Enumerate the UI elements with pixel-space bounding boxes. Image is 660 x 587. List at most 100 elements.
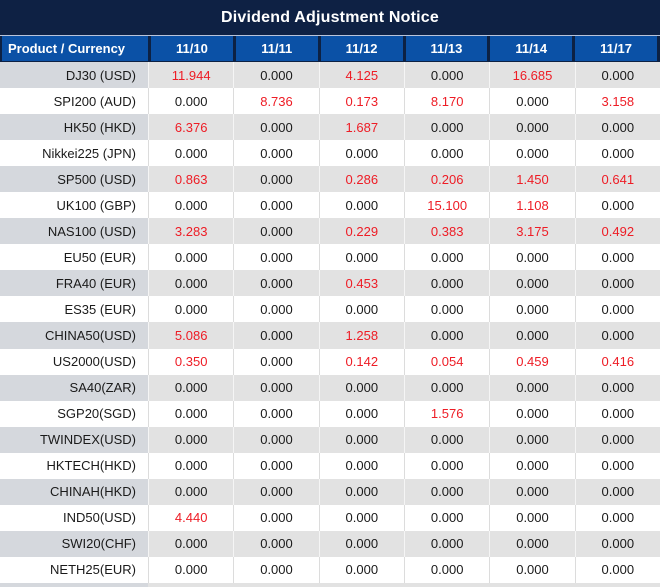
table-row: SP500 (USD) 0.863 0.000 0.286 0.206 1.450 0.64…	[0, 166, 660, 193]
dividend-value-cell: 0.000	[318, 556, 404, 583]
product-cell: SPI200 (AUD)	[0, 88, 148, 115]
dividend-value-cell: 0.000	[318, 374, 404, 401]
product-cell: SGP20(SGD)	[0, 400, 148, 427]
dividend-value-cell: 1.576	[404, 400, 490, 427]
next-row-sliver-values	[148, 582, 660, 587]
dividend-value-cell: 0.000	[574, 478, 660, 505]
dividend-value-cell: 0.641	[574, 166, 660, 193]
dividend-value-cell: 0.000	[489, 400, 575, 427]
dividend-value-cell: 5.086	[148, 322, 234, 349]
next-row-sliver-product	[0, 582, 148, 587]
table-row: CHINA50(USD) 5.086 0.000 1.258 0.000 0.000 0.0…	[0, 322, 660, 349]
date-column-header: 11/11	[235, 36, 318, 61]
dividend-value-cell: 0.000	[489, 296, 575, 323]
table-row: SGP20(SGD) 0.000 0.000 0.000 1.576 0.000 0.000	[0, 400, 660, 427]
product-cell: SWI20(CHF)	[0, 530, 148, 557]
table-row: IND50(USD) 4.440 0.000 0.000 0.000 0.000 0.000	[0, 504, 660, 531]
dividend-value-cell: 0.000	[233, 400, 319, 427]
dividend-value-cell: 0.000	[574, 426, 660, 453]
product-cell: SA40(ZAR)	[0, 374, 148, 401]
product-cell: CHINAH(HKD)	[0, 478, 148, 505]
dividend-value-cell: 0.000	[404, 556, 490, 583]
table-row: SPI200 (AUD) 0.000 8.736 0.173 8.170 0.000 3.1…	[0, 88, 660, 115]
table-row: ES35 (EUR) 0.000 0.000 0.000 0.000 0.000 0.000	[0, 296, 660, 323]
dividend-value-cell: 0.383	[404, 218, 490, 245]
dividend-value-cell: 0.000	[233, 504, 319, 531]
dividend-value-cell: 0.000	[404, 114, 490, 141]
product-cell: IND50(USD)	[0, 504, 148, 531]
dividend-value-cell: 0.000	[489, 478, 575, 505]
dividend-value-cell: 0.000	[404, 374, 490, 401]
dividend-value-cell: 0.000	[404, 270, 490, 297]
dividend-value-cell: 0.000	[148, 296, 234, 323]
dividend-value-cell: 0.000	[148, 556, 234, 583]
dividend-value-cell: 0.000	[233, 244, 319, 271]
dividend-value-cell: 0.000	[233, 114, 319, 141]
dividend-value-cell: 0.000	[148, 478, 234, 505]
dividend-value-cell: 0.000	[318, 426, 404, 453]
product-cell: NETH25(EUR)	[0, 556, 148, 583]
table-row: US2000(USD) 0.350 0.000 0.142 0.054 0.459 0.41…	[0, 348, 660, 375]
table-row: TWINDEX(USD) 0.000 0.000 0.000 0.000 0.000 0.0…	[0, 426, 660, 453]
dividend-value-cell: 0.000	[233, 530, 319, 557]
page-title: Dividend Adjustment Notice	[0, 0, 660, 36]
next-row-sliver	[0, 582, 660, 587]
date-column-header: 11/13	[405, 36, 488, 61]
dividend-value-cell: 1.258	[318, 322, 404, 349]
dividend-value-cell: 0.000	[148, 530, 234, 557]
dividend-value-cell: 0.000	[574, 270, 660, 297]
dividend-value-cell: 0.000	[233, 426, 319, 453]
dividend-value-cell: 0.000	[574, 504, 660, 531]
table-body: DJ30 (USD) 11.944 0.000 4.125 0.000 16.685 0.0…	[0, 62, 660, 583]
product-cell: EU50 (EUR)	[0, 244, 148, 271]
dividend-value-cell: 0.286	[318, 166, 404, 193]
dividend-value-cell: 0.000	[489, 556, 575, 583]
table-row: SWI20(CHF) 0.000 0.000 0.000 0.000 0.000 0.000	[0, 530, 660, 557]
dividend-value-cell: 3.175	[489, 218, 575, 245]
dividend-value-cell: 0.000	[489, 88, 575, 115]
dividend-value-cell: 0.459	[489, 348, 575, 375]
dividend-value-cell: 0.000	[574, 322, 660, 349]
dividend-value-cell: 0.000	[233, 556, 319, 583]
product-cell: HK50 (HKD)	[0, 114, 148, 141]
dividend-value-cell: 4.125	[318, 62, 404, 89]
dividend-value-cell: 15.100	[404, 192, 490, 219]
dividend-value-cell: 0.000	[318, 140, 404, 167]
dividend-value-cell: 1.687	[318, 114, 404, 141]
dividend-value-cell: 0.000	[574, 140, 660, 167]
dividend-value-cell: 0.000	[318, 478, 404, 505]
product-cell: NAS100 (USD)	[0, 218, 148, 245]
table-row: HK50 (HKD) 6.376 0.000 1.687 0.000 0.000 0.000	[0, 114, 660, 141]
dividend-value-cell: 0.000	[489, 426, 575, 453]
dividend-value-cell: 11.944	[148, 62, 234, 89]
dividend-value-cell: 0.000	[318, 530, 404, 557]
dividend-value-cell: 0.416	[574, 348, 660, 375]
dividend-value-cell: 3.158	[574, 88, 660, 115]
date-column-header: 11/14	[490, 36, 573, 61]
dividend-value-cell: 0.000	[574, 400, 660, 427]
table-row: FRA40 (EUR) 0.000 0.000 0.453 0.000 0.000 0.00…	[0, 270, 660, 297]
dividend-value-cell: 0.000	[574, 452, 660, 479]
dividend-value-cell: 1.450	[489, 166, 575, 193]
dividend-value-cell: 0.000	[574, 192, 660, 219]
product-cell: ES35 (EUR)	[0, 296, 148, 323]
table-row: SA40(ZAR) 0.000 0.000 0.000 0.000 0.000 0.000	[0, 374, 660, 401]
table-row: DJ30 (USD) 11.944 0.000 4.125 0.000 16.685 0.0…	[0, 62, 660, 89]
dividend-value-cell: 0.000	[489, 322, 575, 349]
dividend-value-cell: 0.000	[318, 244, 404, 271]
dividend-value-cell: 0.453	[318, 270, 404, 297]
dividend-value-cell: 0.000	[148, 400, 234, 427]
dividend-value-cell: 16.685	[489, 62, 575, 89]
dividend-value-cell: 0.000	[489, 504, 575, 531]
dividend-value-cell: 0.000	[233, 374, 319, 401]
dividend-value-cell: 0.000	[489, 244, 575, 271]
dividend-value-cell: 0.173	[318, 88, 404, 115]
dividend-value-cell: 0.000	[233, 478, 319, 505]
dividend-value-cell: 0.000	[318, 400, 404, 427]
dividend-value-cell: 0.000	[148, 452, 234, 479]
dividend-value-cell: 6.376	[148, 114, 234, 141]
dividend-value-cell: 0.000	[148, 270, 234, 297]
dividend-value-cell: 0.000	[148, 192, 234, 219]
dividend-value-cell: 0.000	[574, 374, 660, 401]
